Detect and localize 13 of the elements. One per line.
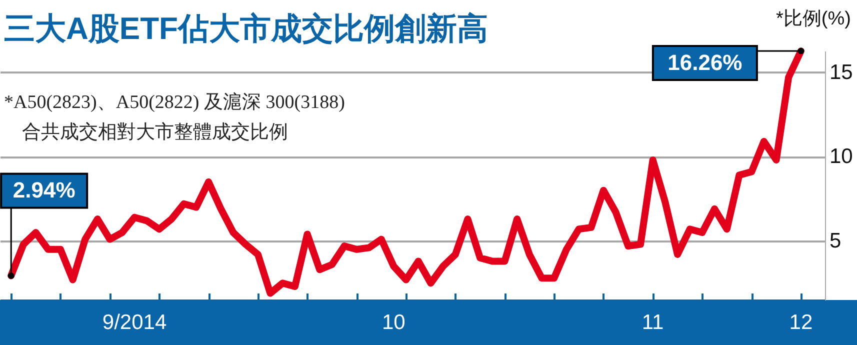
chart-title: 三大A股ETF佔大市成交比例創新高 <box>4 10 488 48</box>
y-tick-label: 10 <box>830 145 853 168</box>
y-tick-label: 15 <box>830 60 853 84</box>
x-tick-label: 12 <box>789 311 813 334</box>
annotation: 合共成交相對大市整體成交比例 <box>21 121 289 145</box>
y-tick-label: 5 <box>830 229 842 252</box>
x-tick-label: 10 <box>382 311 406 334</box>
x-tick-label: 9/2014 <box>102 311 167 334</box>
data-label: 16.26% <box>668 50 742 75</box>
annotation: *A50(2823)、A50(2822) 及滬深 300(3188) <box>4 91 345 115</box>
data-label: 2.94% <box>12 178 76 203</box>
y-axis-title: *比例(%) <box>776 8 851 30</box>
x-tick-label: 11 <box>642 311 664 334</box>
